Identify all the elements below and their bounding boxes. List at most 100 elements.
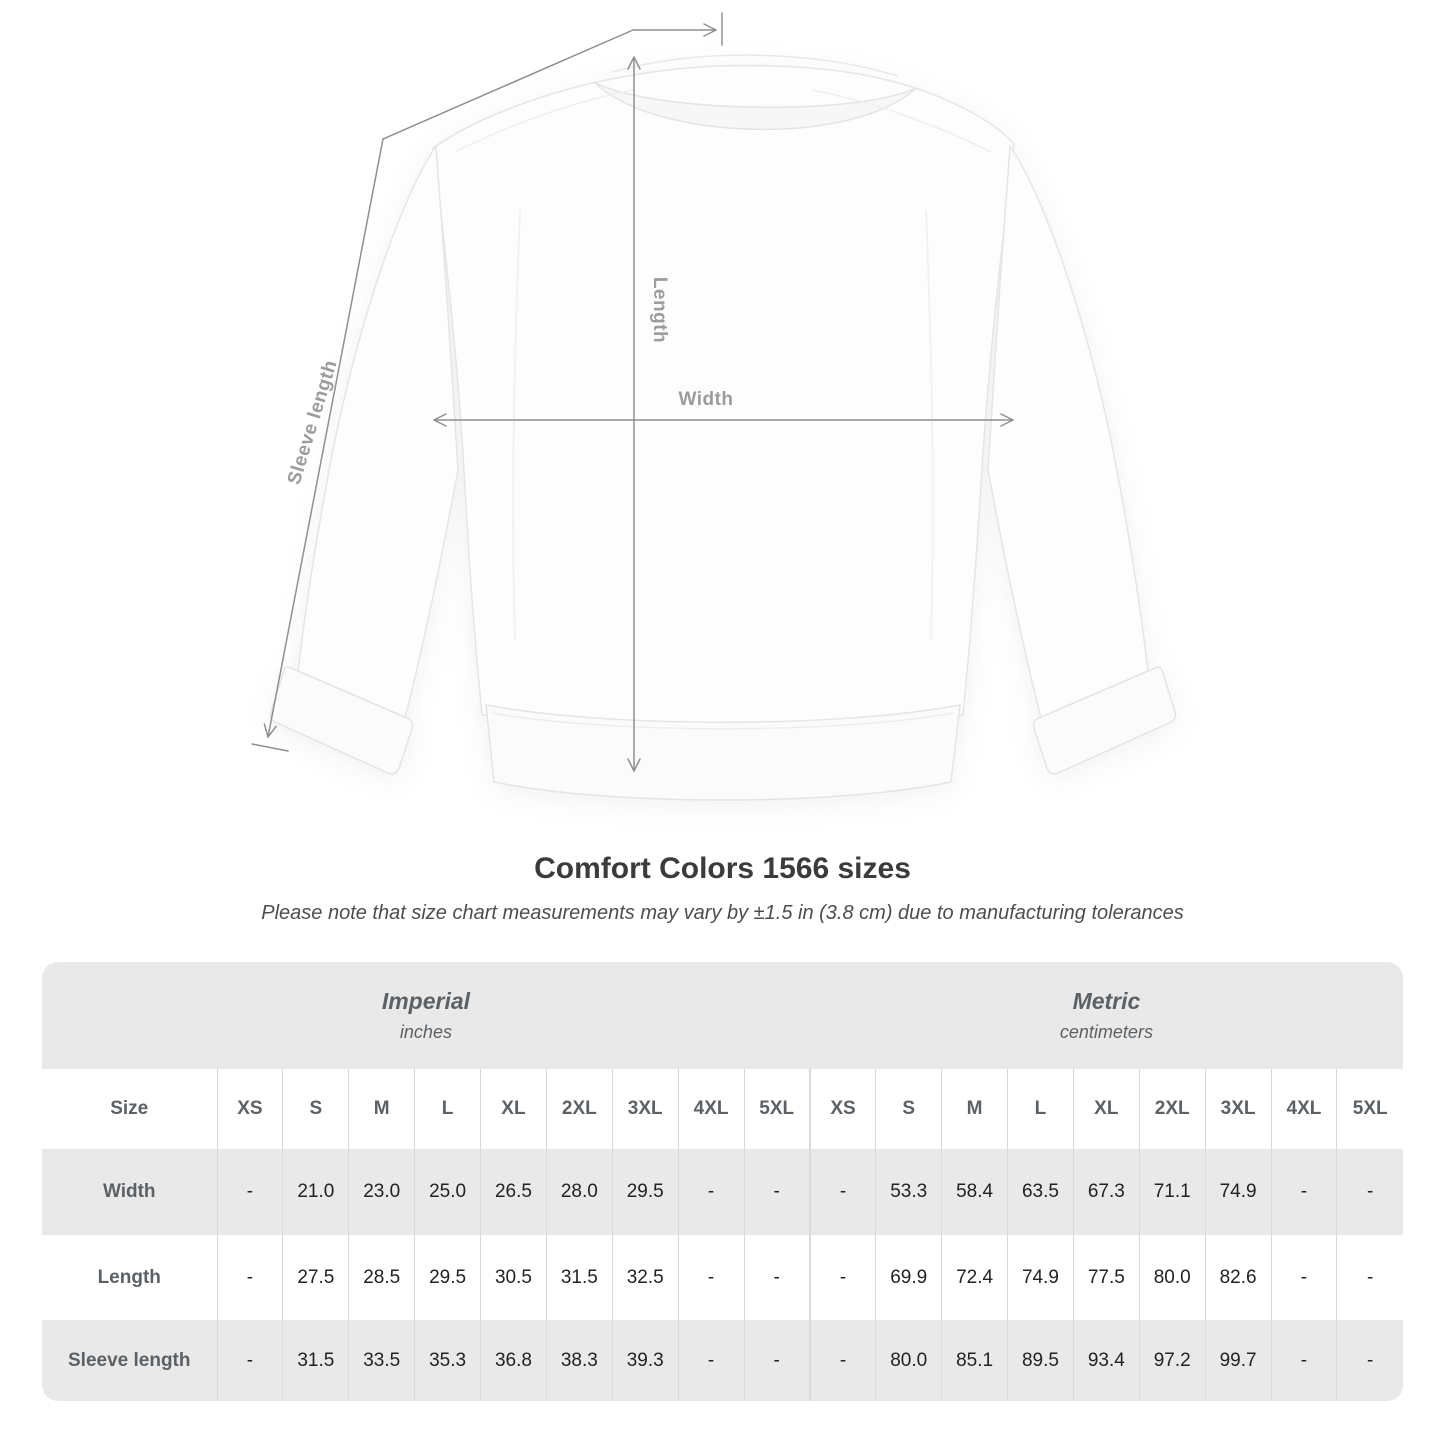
value-cell: 85.1 [941, 1320, 1008, 1401]
value-cell: 32.5 [611, 1235, 679, 1320]
table-row-sleeve-length: Sleeve length -31.5 33.5 35.3 36.8 38.3 39.3-… [42, 1320, 1403, 1401]
size-cell: XS [216, 1069, 283, 1149]
value-cell: 77.5 [1072, 1235, 1140, 1320]
length-measure-arrow [627, 56, 641, 772]
value-cell: 99.7 [1204, 1320, 1271, 1401]
value-cell: - [216, 1320, 283, 1401]
value-cell: 38.3 [545, 1320, 613, 1401]
value-cell: 72.4 [941, 1235, 1008, 1320]
waistband [485, 704, 961, 801]
length-label: Length [649, 277, 670, 343]
row-label-width: Width [102, 1181, 156, 1202]
value-cell: 93.4 [1072, 1320, 1140, 1401]
width-label: Width [678, 389, 733, 410]
sweatshirt-illustration [269, 54, 1177, 801]
value-cell: - [808, 1320, 876, 1401]
value-cell: - [808, 1149, 876, 1235]
value-cell: 35.3 [414, 1320, 481, 1401]
size-cell: S [875, 1069, 942, 1149]
value-cell: 23.0 [348, 1149, 415, 1235]
value-cell: 89.5 [1007, 1320, 1074, 1401]
left-shoulder-seam [454, 89, 635, 153]
value-cell: 97.2 [1138, 1320, 1206, 1401]
left-drape-fold [512, 209, 521, 641]
value-cell: - [677, 1149, 744, 1235]
value-cell: - [808, 1235, 876, 1320]
value-cell: 71.1 [1138, 1149, 1206, 1235]
metric-label: Metric [1072, 988, 1141, 1014]
value-cell: - [1270, 1149, 1337, 1235]
sweatshirt-diagram: Length Width Sleeve length [251, 12, 1177, 801]
size-cell: 5XL [1336, 1069, 1403, 1149]
table-row-width: Width -21.0 23.0 25.0 26.5 28.0 29.5- - -53.3 58… [42, 1149, 1403, 1235]
back-collar-edge [611, 54, 899, 77]
value-cell: - [677, 1235, 744, 1320]
value-cell: 74.9 [1007, 1235, 1074, 1320]
size-cell: 5XL [743, 1069, 810, 1149]
value-cell: - [216, 1235, 283, 1320]
size-cell: XL [1072, 1069, 1140, 1149]
size-cell: 3XL [611, 1069, 679, 1149]
table-row-length: Length -27.5 28.5 29.5 30.5 31.5 32.5- - -69.9 7… [42, 1235, 1403, 1320]
left-sleeve [297, 143, 459, 724]
page-subtitle: Please note that size chart measurements… [261, 902, 1184, 924]
value-cell: 28.0 [545, 1149, 613, 1235]
size-cell: 4XL [1270, 1069, 1337, 1149]
size-cell: L [414, 1069, 481, 1149]
size-cell: 4XL [677, 1069, 744, 1149]
value-cell: - [743, 1320, 810, 1401]
size-cell: L [1007, 1069, 1074, 1149]
left-cuff [269, 666, 414, 775]
value-cell: 31.5 [545, 1235, 613, 1320]
imperial-label: Imperial [381, 988, 471, 1014]
value-cell: - [1270, 1320, 1337, 1401]
value-cell: 39.3 [611, 1320, 679, 1401]
value-cell: 74.9 [1204, 1149, 1271, 1235]
width-measure-arrow [433, 413, 1014, 427]
value-cell: 80.0 [1138, 1235, 1206, 1320]
value-cell: 28.5 [348, 1235, 415, 1320]
value-cell: 21.0 [282, 1149, 349, 1235]
value-cell: 29.5 [611, 1149, 679, 1235]
unit-header-metric: Metric centimeters [809, 962, 1403, 1069]
collar-band [593, 81, 917, 130]
waistband-seam [491, 712, 955, 730]
value-cell: 36.8 [480, 1320, 547, 1401]
unit-header-row: Imperial inches Metric centimeters [42, 962, 1403, 1069]
value-cell: 67.3 [1072, 1149, 1140, 1235]
right-shoulder-seam [811, 89, 992, 153]
value-cell: 25.0 [414, 1149, 481, 1235]
value-cell: 27.5 [282, 1235, 349, 1320]
value-cell: 82.6 [1204, 1235, 1271, 1320]
row-label-length: Length [97, 1266, 161, 1288]
value-cell: - [1270, 1235, 1337, 1320]
value-cell: 31.5 [282, 1320, 349, 1401]
value-cell: 58.4 [941, 1149, 1008, 1235]
value-cell: - [1336, 1149, 1403, 1235]
size-cell: XS [808, 1069, 876, 1149]
sweatshirt-body [432, 64, 1015, 733]
value-cell: 80.0 [875, 1320, 942, 1401]
size-table: Imperial inches Metric centimeters Size … [42, 962, 1403, 1401]
value-cell: 30.5 [480, 1235, 547, 1320]
size-row: Size XS S M L XL 2XL 3XL 4XL 5XL XS S M L XL 2XL 3XL 4XL… [42, 1069, 1403, 1149]
page-title: Comfort Colors 1566 sizes [534, 852, 911, 885]
value-cell: - [1336, 1320, 1403, 1401]
value-cell: 69.9 [875, 1235, 942, 1320]
size-cell: 2XL [545, 1069, 613, 1149]
value-cell: 63.5 [1007, 1149, 1074, 1235]
value-cell: - [216, 1149, 283, 1235]
imperial-unit-label: inches [399, 1022, 452, 1042]
sleeve-length-measure-arrow [251, 12, 723, 752]
right-sleeve [987, 143, 1149, 724]
right-drape-fold [925, 209, 934, 641]
value-cell: - [677, 1320, 744, 1401]
size-cell: 3XL [1204, 1069, 1271, 1149]
size-header-cell: Size [110, 1098, 149, 1119]
size-table-container: Imperial inches Metric centimeters Size … [42, 962, 1403, 1401]
size-cell: M [941, 1069, 1008, 1149]
row-label-sleeve-length: Sleeve length [68, 1349, 191, 1371]
size-cell: 2XL [1138, 1069, 1206, 1149]
unit-header-imperial: Imperial inches [42, 962, 810, 1069]
